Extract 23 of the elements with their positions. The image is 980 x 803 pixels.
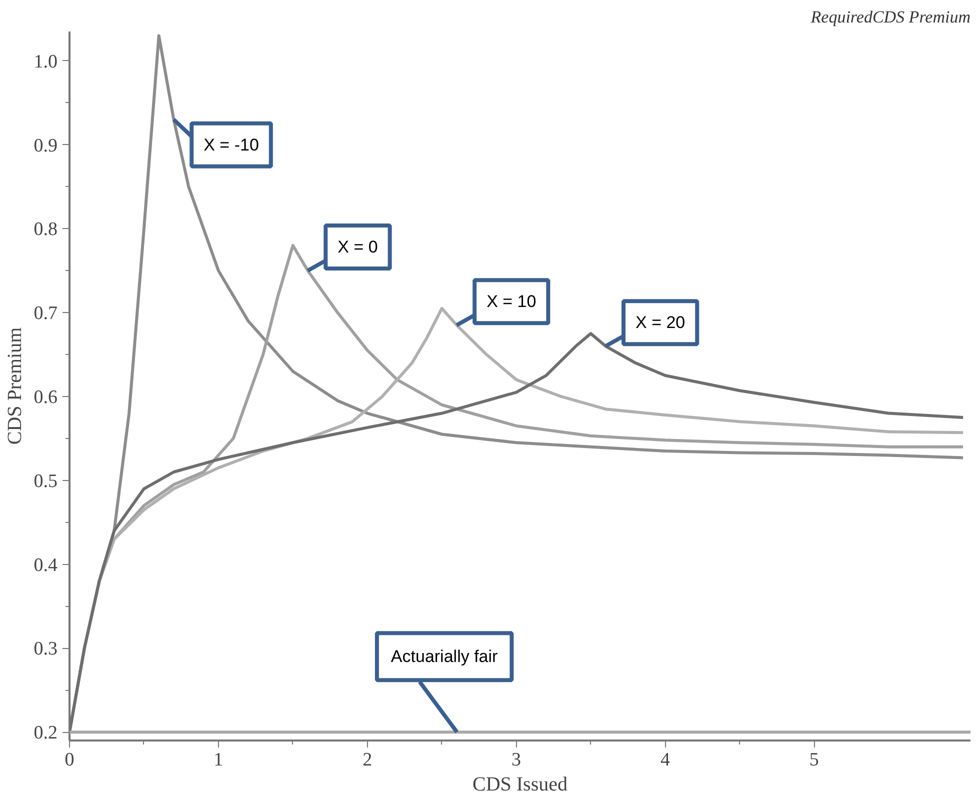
series-label: X = 20 [636,313,686,332]
y-tick-label: 0.3 [34,638,58,660]
y-tick-label: 0.9 [34,135,58,156]
chart-title: RequiredCDS Premium [810,8,971,26]
x-axis-title: CDS Issued [472,774,568,796]
ref-line-label: Actuarially fair [390,647,498,666]
y-tick-label: 0.6 [34,386,58,408]
y-tick-label: 0.8 [34,219,58,240]
x-tick-label: 2 [362,750,372,770]
x-tick-label: 0 [64,750,74,770]
y-tick-label: 0.2 [34,722,58,744]
series-label: X = 10 [486,292,536,312]
series-label: X = 0 [338,238,378,257]
y-tick-label: 0.5 [34,470,58,492]
x-tick-label: 5 [809,750,819,770]
y-tick-label: 1.0 [34,51,58,72]
y-tick-label: 0.4 [34,554,58,576]
y-axis-title: CDS Premium [4,326,26,445]
x-tick-label: 4 [660,750,670,770]
x-tick-label: 1 [214,750,224,770]
y-tick-label: 0.7 [34,303,58,324]
series-label: X = -10 [204,135,259,154]
x-tick-label: 3 [512,750,522,770]
